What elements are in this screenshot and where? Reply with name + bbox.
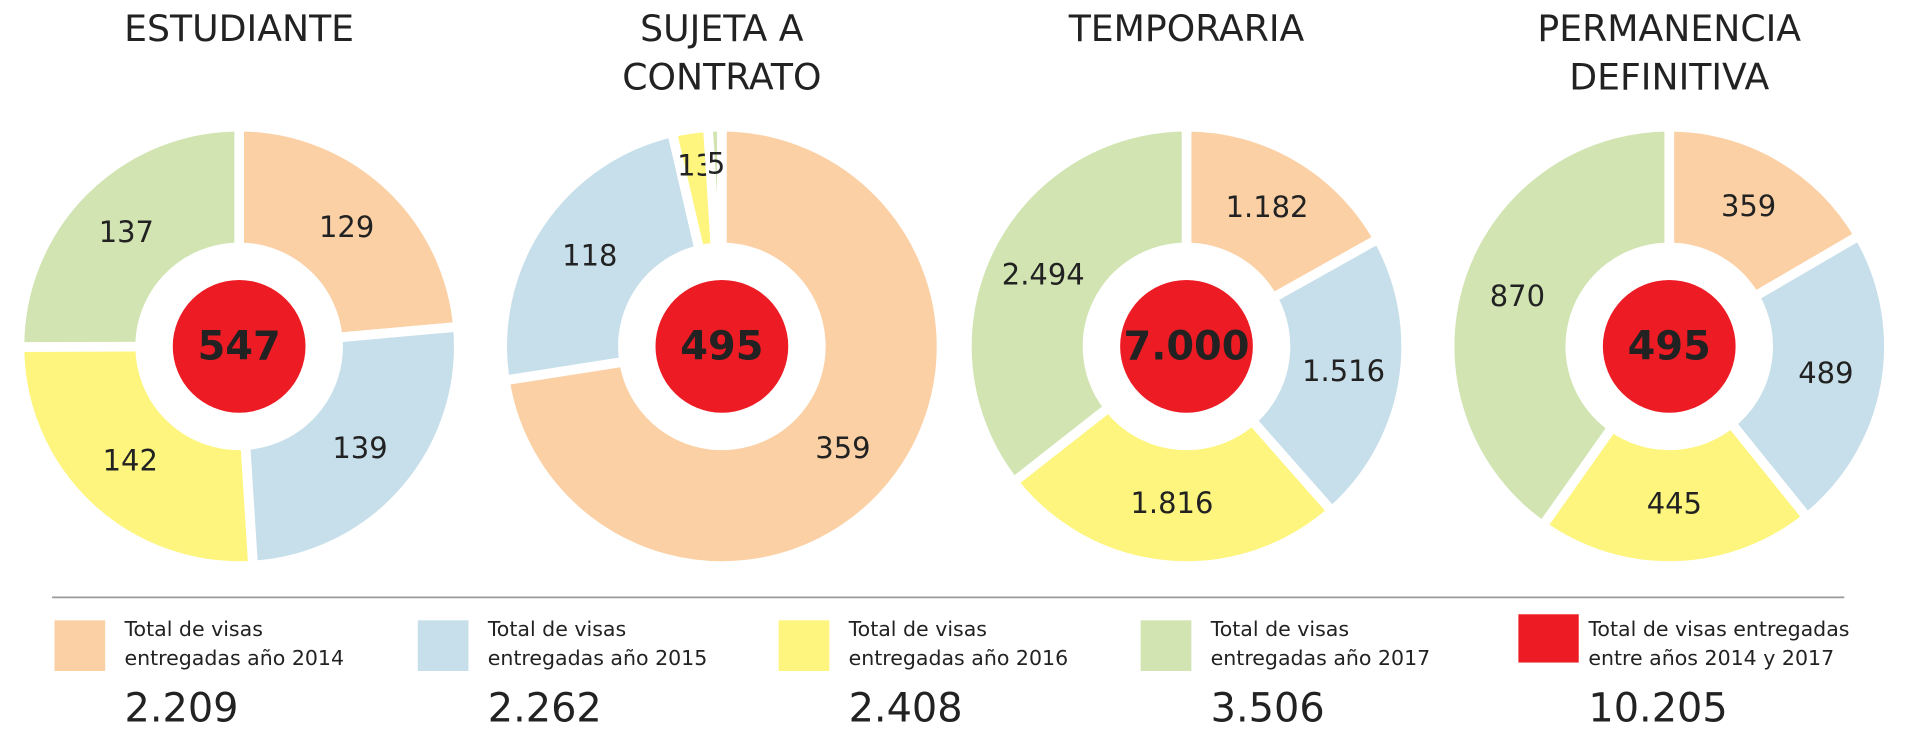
legend-label: Total de visas entregadas año 2016	[848, 617, 1069, 672]
chart-title: PERMANENCIA DEFINITIVA	[1537, 8, 1802, 99]
center-total: 495	[1628, 323, 1711, 369]
chart-title: SUJETA A CONTRATO	[622, 8, 822, 99]
slice-label: 139	[332, 431, 387, 465]
legend-total: 2.408	[848, 684, 963, 732]
legend-swatch	[778, 620, 830, 672]
slice	[1444, 121, 1675, 533]
legend-label-box: Total de visas entregadas año 2014	[124, 617, 345, 672]
legend-total: 10.205	[1588, 684, 1728, 732]
slice-label: 1.816	[1131, 486, 1214, 520]
center-circle	[1120, 279, 1253, 413]
legend-label-box: Total de visas entregadas año 2016	[848, 617, 1069, 672]
slice-label: 2.494	[1002, 258, 1085, 292]
legend-total: 2.262	[487, 684, 602, 732]
legend-total-box: 2.209	[124, 684, 239, 732]
center-circle	[655, 279, 789, 413]
legend-label: Total de visas entregadas entre años 201…	[1588, 617, 1850, 672]
center-circle	[172, 279, 306, 413]
legend-total-box: 3.506	[1210, 684, 1325, 732]
slice	[497, 126, 706, 386]
chart-title: ESTUDIANTE	[124, 8, 355, 51]
chart-title-box: PERMANENCIA DEFINITIVA	[1537, 8, 1802, 99]
center-circle	[1602, 279, 1736, 413]
slice	[1245, 232, 1411, 518]
chart-title-box: SUJETA A CONTRATO	[622, 8, 822, 99]
slice	[702, 121, 727, 253]
slice-label: 129	[319, 210, 374, 244]
slice	[14, 341, 259, 571]
legend-swatch	[417, 620, 469, 672]
slice-label: 359	[815, 431, 870, 465]
slice-label: 1.516	[1302, 354, 1385, 388]
slice-label: 142	[103, 444, 158, 478]
slice-label: 359	[1721, 189, 1776, 223]
slice-label: 118	[562, 238, 617, 272]
slice-label: 5	[707, 146, 725, 180]
slice	[1535, 416, 1814, 571]
slice-label: 870	[1490, 279, 1545, 313]
legend-swatch	[54, 620, 106, 672]
slice-label: 445	[1647, 487, 1702, 521]
legend-label: Total de visas entregadas año 2014	[124, 617, 345, 672]
legend-swatch	[1518, 614, 1579, 663]
legend-total: 3.506	[1210, 684, 1325, 732]
legend-total-box: 2.408	[848, 684, 963, 732]
slice	[234, 121, 464, 343]
legend-total-box: 2.262	[487, 684, 602, 732]
slice	[1724, 229, 1894, 525]
legend-label-box: Total de visas entregadas entre años 201…	[1588, 617, 1850, 672]
legend-label-box: Total de visas entregadas año 2017	[1210, 617, 1431, 672]
chart-title: TEMPORARIA	[1068, 8, 1305, 51]
chart-title-box: TEMPORARIA	[1068, 8, 1305, 51]
center-total: 7.000	[1124, 323, 1250, 369]
legend-swatch	[1140, 620, 1192, 672]
center-total: 495	[680, 323, 763, 369]
slice-label: 1.182	[1226, 190, 1309, 224]
chart-title-box: ESTUDIANTE	[124, 8, 355, 51]
legend-total-box: 10.205	[1588, 684, 1728, 732]
slice	[1664, 121, 1866, 304]
slice	[499, 121, 947, 571]
center-total: 547	[198, 323, 281, 369]
legend-label: Total de visas entregadas año 2017	[1210, 617, 1431, 672]
slice	[1006, 400, 1339, 571]
slice	[240, 321, 464, 571]
legend-total: 2.209	[124, 684, 239, 732]
slice	[1181, 121, 1385, 305]
slice-label: 489	[1798, 356, 1853, 390]
legend-label: Total de visas entregadas año 2015	[487, 617, 708, 672]
slice	[962, 121, 1192, 489]
slice-label: 137	[99, 215, 154, 249]
slice	[14, 121, 244, 352]
legend-label-box: Total de visas entregadas año 2015	[487, 617, 708, 672]
